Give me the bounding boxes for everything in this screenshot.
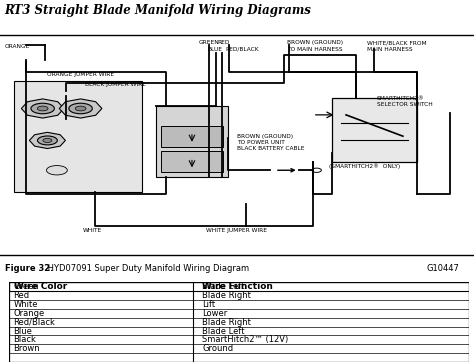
Text: G10447: G10447 bbox=[427, 265, 460, 273]
Bar bbox=[161, 126, 223, 147]
Text: (SMARTHITCH2®  ONLY): (SMARTHITCH2® ONLY) bbox=[329, 164, 401, 170]
Text: BROWN (GROUND)
TO MAIN HARNESS: BROWN (GROUND) TO MAIN HARNESS bbox=[287, 40, 343, 52]
Circle shape bbox=[312, 168, 321, 173]
Polygon shape bbox=[21, 99, 64, 118]
Text: Figure 32.: Figure 32. bbox=[5, 265, 53, 273]
Text: ORANGE: ORANGE bbox=[5, 44, 30, 49]
Text: SmartHitch2™ (12V): SmartHitch2™ (12V) bbox=[202, 336, 289, 344]
Text: Blade Left: Blade Left bbox=[202, 282, 245, 291]
Polygon shape bbox=[59, 99, 102, 118]
Text: Blade Left: Blade Left bbox=[202, 327, 245, 336]
Circle shape bbox=[75, 106, 86, 111]
Bar bbox=[14, 81, 142, 191]
Text: SMARTHITCH2®
SELECTOR SWITCH: SMARTHITCH2® SELECTOR SWITCH bbox=[377, 96, 433, 107]
Text: Red/Black: Red/Black bbox=[14, 318, 55, 327]
Text: WHITE/BLACK FROM
MAIN HARNESS: WHITE/BLACK FROM MAIN HARNESS bbox=[367, 40, 427, 52]
Bar bbox=[332, 98, 417, 162]
Text: Blade Right: Blade Right bbox=[202, 291, 251, 300]
Text: Red: Red bbox=[14, 291, 30, 300]
Text: White: White bbox=[14, 300, 38, 309]
Text: Brown: Brown bbox=[14, 344, 40, 353]
Text: BLUE: BLUE bbox=[207, 47, 222, 52]
Text: WHITE: WHITE bbox=[83, 228, 102, 233]
Text: Blade Right: Blade Right bbox=[202, 318, 251, 327]
Text: Lift: Lift bbox=[202, 300, 216, 309]
Text: Green: Green bbox=[14, 282, 39, 291]
Text: BLACK JUMPER WIRE: BLACK JUMPER WIRE bbox=[85, 82, 146, 87]
Text: BROWN (GROUND)
TO POWER UNIT
BLACK BATTERY CABLE: BROWN (GROUND) TO POWER UNIT BLACK BATTE… bbox=[237, 134, 304, 151]
Text: RED/BLACK: RED/BLACK bbox=[225, 47, 259, 52]
Text: Blue: Blue bbox=[14, 327, 33, 336]
Text: GREEN: GREEN bbox=[198, 40, 219, 46]
Circle shape bbox=[46, 166, 67, 175]
Text: RED: RED bbox=[217, 40, 229, 46]
Circle shape bbox=[43, 138, 52, 142]
Polygon shape bbox=[29, 132, 65, 149]
Text: Black: Black bbox=[14, 336, 36, 344]
Circle shape bbox=[37, 106, 48, 111]
Bar bbox=[156, 106, 228, 177]
Text: ORANGE JUMPER WIRE: ORANGE JUMPER WIRE bbox=[47, 72, 115, 76]
Circle shape bbox=[31, 103, 55, 114]
Text: RT3 Straight Blade Manifold Wiring Diagrams: RT3 Straight Blade Manifold Wiring Diagr… bbox=[5, 4, 311, 17]
Circle shape bbox=[69, 103, 92, 114]
Circle shape bbox=[37, 136, 57, 145]
Bar bbox=[161, 151, 223, 173]
Text: HYD07091 Super Duty Manifold Wiring Diagram: HYD07091 Super Duty Manifold Wiring Diag… bbox=[45, 265, 249, 273]
Text: Orange: Orange bbox=[14, 309, 45, 318]
Text: WHITE JUMPER WIRE: WHITE JUMPER WIRE bbox=[206, 228, 267, 233]
Text: Ground: Ground bbox=[202, 344, 233, 353]
Bar bbox=[9, 282, 469, 291]
Text: Wire Color: Wire Color bbox=[14, 282, 67, 291]
Text: Wire Function: Wire Function bbox=[202, 282, 273, 291]
Text: Lower: Lower bbox=[202, 309, 228, 318]
